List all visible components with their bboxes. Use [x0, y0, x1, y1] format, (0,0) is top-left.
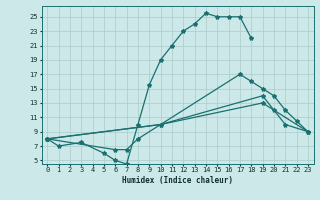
X-axis label: Humidex (Indice chaleur): Humidex (Indice chaleur) — [122, 176, 233, 185]
